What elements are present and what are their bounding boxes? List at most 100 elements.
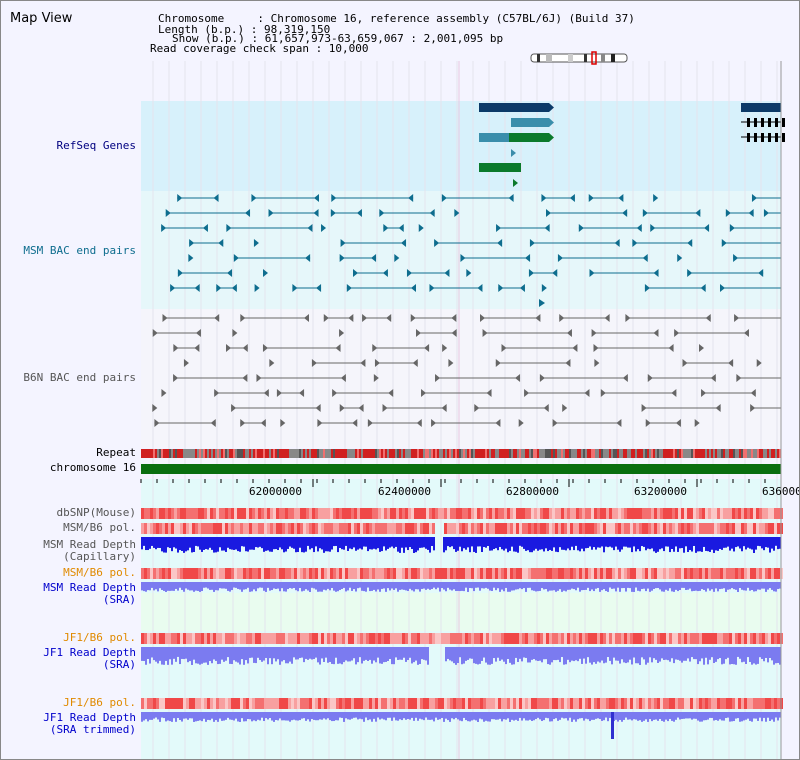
- bac-end: [528, 269, 534, 277]
- bac-end: [371, 254, 377, 262]
- depth-bar: [637, 712, 639, 721]
- track-label-repeat[interactable]: Repeat: [96, 446, 136, 459]
- heat-mark: [489, 698, 492, 709]
- repeat-mark: [385, 449, 387, 458]
- depth-bar: [713, 582, 715, 592]
- track-label-b6n-bac[interactable]: B6N BAC end pairs: [23, 371, 136, 384]
- depth-bar: [407, 647, 409, 661]
- heat-mark: [486, 633, 489, 644]
- heat-mark: [708, 568, 711, 579]
- depth-bar: [213, 712, 215, 722]
- repeat-mark: [751, 449, 753, 458]
- track-label-msm-b6-pol-2[interactable]: MSM/B6 pol.: [63, 566, 136, 579]
- repeat-mark: [213, 449, 215, 458]
- depth-bar: [227, 537, 229, 548]
- repeat-mark: [697, 449, 699, 458]
- depth-bar: [257, 647, 259, 658]
- bac-end: [758, 269, 764, 277]
- depth-bar: [361, 712, 363, 720]
- repeat-mark: [563, 449, 565, 458]
- heat-mark: [777, 568, 780, 579]
- repeat-mark: [357, 449, 359, 458]
- depth-bar: [715, 537, 717, 551]
- depth-bar: [603, 712, 605, 721]
- depth-bar: [319, 582, 321, 592]
- depth-bar: [505, 582, 507, 588]
- heat-mark: [423, 633, 426, 644]
- depth-bar: [263, 582, 265, 591]
- depth-bar: [353, 647, 355, 659]
- depth-bar: [633, 712, 635, 720]
- heat-mark: [171, 568, 174, 579]
- depth-bar: [623, 537, 625, 547]
- bac-end: [725, 209, 731, 217]
- depth-bar: [343, 537, 345, 550]
- depth-bar: [443, 537, 445, 553]
- depth-bar: [357, 537, 359, 550]
- depth-bar: [635, 712, 637, 720]
- bac-end: [701, 389, 707, 397]
- depth-bar: [661, 712, 663, 721]
- depth-bar: [543, 582, 545, 590]
- repeat-mark: [641, 449, 643, 458]
- track-label-jf1-depth-trim[interactable]: JF1 Read Depth: [43, 711, 136, 724]
- depth-bar: [147, 647, 149, 659]
- depth-bar: [723, 712, 725, 721]
- heat-mark: [399, 508, 402, 519]
- depth-bar: [581, 537, 583, 549]
- heat-mark: [591, 523, 594, 534]
- track-label-msm-b6-pol-1[interactable]: MSM/B6 pol.: [63, 521, 136, 534]
- depth-bar: [573, 712, 575, 720]
- depth-bar: [611, 582, 613, 589]
- heat-mark: [297, 698, 300, 709]
- repeat-mark: [247, 449, 249, 458]
- depth-bar: [413, 537, 415, 553]
- depth-bar: [331, 582, 333, 589]
- bac-end: [435, 374, 441, 382]
- depth-bar: [641, 712, 643, 722]
- depth-bar: [631, 582, 633, 592]
- repeat-mark: [735, 449, 737, 458]
- track-label-jf1-b6-pol-1[interactable]: JF1/B6 pol.: [63, 631, 136, 644]
- depth-bar: [393, 537, 395, 549]
- depth-bar: [201, 647, 203, 664]
- depth-bar: [445, 537, 447, 551]
- depth-bar: [619, 647, 621, 664]
- heat-mark: [579, 698, 582, 709]
- depth-bar: [447, 537, 449, 547]
- depth-bar: [569, 582, 571, 590]
- track-label-dbsnp[interactable]: dbSNP(Mouse): [56, 506, 136, 519]
- depth-bar: [331, 712, 333, 722]
- track-label-chromosome[interactable]: chromosome 16: [49, 461, 136, 474]
- bac-end: [415, 329, 421, 337]
- depth-bar: [593, 712, 595, 720]
- heat-mark: [699, 698, 702, 709]
- heat-mark: [726, 523, 729, 534]
- track-label-msm-depth-cap[interactable]: MSM Read Depth: [43, 538, 136, 551]
- track-label-refseq[interactable]: RefSeq Genes: [56, 139, 136, 152]
- track-label-jf1-depth-sra[interactable]: JF1 Read Depth: [43, 646, 136, 659]
- heat-mark: [591, 568, 594, 579]
- heat-mark: [492, 633, 495, 644]
- depth-bar: [777, 582, 779, 590]
- depth-bar: [655, 582, 657, 589]
- depth-bar: [413, 647, 415, 663]
- depth-bar: [673, 582, 675, 592]
- depth-bar: [269, 582, 271, 591]
- repeat-mark: [757, 449, 759, 458]
- track-label-jf1-b6-pol-2[interactable]: JF1/B6 pol.: [63, 696, 136, 709]
- depth-bar: [349, 537, 351, 549]
- heat-mark: [579, 633, 582, 644]
- heat-mark: [621, 698, 624, 709]
- depth-bar: [433, 712, 435, 722]
- track-label-msm-bac[interactable]: MSM BAC end pairs: [23, 244, 136, 257]
- gene-exon: [768, 118, 771, 127]
- depth-bar: [693, 647, 695, 660]
- depth-bar: [511, 647, 513, 665]
- heat-mark: [390, 523, 393, 534]
- depth-bar: [275, 582, 277, 589]
- depth-bar: [217, 582, 219, 591]
- heat-mark: [522, 523, 525, 534]
- track-label-msm-depth-sra[interactable]: MSM Read Depth: [43, 581, 136, 594]
- heat-mark: [201, 508, 204, 519]
